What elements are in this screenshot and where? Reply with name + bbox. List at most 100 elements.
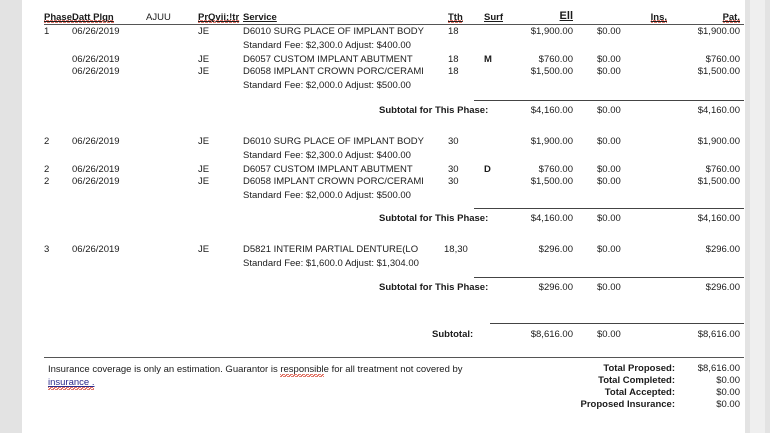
cell-provider: JE	[198, 164, 210, 175]
phase-subtotal-label: Subtotal for This Phase:	[379, 105, 489, 116]
cell-estimate: $760.00	[538, 164, 573, 175]
cell-surface: D	[484, 164, 491, 175]
row-fee-note: Standard Fee: $2,300.0 Adjust: $400.00	[243, 40, 411, 51]
total-proposed-value: $8,616.00	[697, 363, 740, 374]
column-header-patient: Pat.	[722, 12, 740, 23]
cell-provider: JE	[198, 176, 210, 187]
cell-tooth: 18,30	[444, 244, 468, 255]
header-divider-rule	[44, 24, 744, 25]
cell-tooth: 18	[448, 66, 459, 77]
column-header-ada: AJUU	[146, 12, 171, 23]
column-header-date: Datt Plgn	[72, 12, 114, 23]
column-header-provider: PrQvii;!tr	[198, 12, 240, 23]
cell-service: D6058 IMPLANT CROWN PORC/CERAMI	[243, 66, 424, 77]
phase-subtotal-patient: $4,160.00	[697, 105, 740, 116]
cell-service: D5821 INTERIM PARTIAL DENTURE(LO	[243, 244, 419, 255]
subtotal-rule	[474, 208, 744, 209]
cell-estimate: $1,500.00	[530, 66, 573, 77]
phase-subtotal-estimate: $4,160.00	[530, 105, 573, 116]
cell-surface: M	[484, 54, 492, 65]
grand-subtotal-patient: $8,616.00	[697, 329, 740, 340]
estimate-page: Phase Datt Plgn AJUU PrQvii;!tr Service …	[22, 0, 745, 433]
cell-tooth: 30	[448, 176, 459, 187]
grand-subtotal-rule	[490, 323, 744, 324]
phase-subtotal-patient: $296.00	[705, 282, 740, 293]
phase-subtotal-label: Subtotal for This Phase:	[379, 213, 489, 224]
phase-subtotal-insurance: $0.00	[597, 105, 621, 116]
phase-subtotal-estimate: $296.00	[538, 282, 573, 293]
proposed-insurance-label: Proposed Insurance:	[580, 399, 676, 410]
cell-patient: $1,500.00	[697, 66, 740, 77]
cell-provider: JE	[198, 136, 210, 147]
column-header-surface: Surf	[484, 12, 503, 23]
cell-phase: 2	[44, 176, 50, 187]
cell-phase: 2	[44, 136, 50, 147]
cell-patient: $296.00	[705, 244, 740, 255]
row-fee-note: Standard Fee: $1,600.0 Adjust: $1,304.00	[243, 258, 419, 269]
cell-phase: 3	[44, 244, 50, 255]
total-proposed-label: Total Proposed:	[603, 363, 675, 374]
cell-insurance: $0.00	[597, 176, 621, 187]
cell-date: 06/26/2019	[72, 136, 120, 147]
phase-subtotal-insurance: $0.00	[597, 282, 621, 293]
cell-service: D6010 SURG PLACE OF IMPLANT BODY	[243, 26, 424, 37]
subtotal-rule	[474, 277, 744, 278]
row-fee-note: Standard Fee: $2,000.0 Adjust: $500.00	[243, 80, 411, 91]
disclaimer-block: Insurance coverage is only an estimation…	[48, 363, 508, 390]
cell-date: 06/26/2019	[72, 26, 120, 37]
cell-insurance: $0.00	[597, 164, 621, 175]
cell-phase: 2	[44, 164, 50, 175]
cell-provider: JE	[198, 244, 210, 255]
total-completed-label: Total Completed:	[598, 375, 675, 386]
cell-service: D6058 IMPLANT CROWN PORC/CERAMI	[243, 176, 424, 187]
page-gutter-left	[0, 0, 22, 433]
cell-provider: JE	[198, 54, 210, 65]
cell-patient: $1,900.00	[697, 136, 740, 147]
subtotal-rule	[474, 100, 744, 101]
cell-date: 06/26/2019	[72, 176, 120, 187]
disclaimer-insurance-link[interactable]: insurance .	[48, 377, 95, 390]
cell-patient: $760.00	[705, 54, 740, 65]
cell-provider: JE	[198, 66, 210, 77]
cell-date: 06/26/2019	[72, 164, 120, 175]
cell-tooth: 18	[448, 54, 459, 65]
cell-insurance: $0.00	[597, 66, 621, 77]
cell-tooth: 30	[448, 136, 459, 147]
row-fee-note: Standard Fee: $2,000.0 Adjust: $500.00	[243, 190, 411, 201]
cell-estimate: $1,500.00	[530, 176, 573, 187]
cell-tooth: 18	[448, 26, 459, 37]
cell-date: 06/26/2019	[72, 66, 120, 77]
column-header-estimate: Ell	[559, 10, 573, 22]
proposed-insurance-value: $0.00	[716, 399, 740, 410]
grand-subtotal-insurance: $0.00	[597, 329, 621, 340]
cell-patient: $1,500.00	[697, 176, 740, 187]
row-fee-note: Standard Fee: $2,300.0 Adjust: $400.00	[243, 150, 411, 161]
cell-service: D6057 CUSTOM IMPLANT ABUTMENT	[243, 54, 413, 65]
disclaimer-misspelled-word: responsibl	[280, 364, 324, 377]
cell-date: 06/26/2019	[72, 244, 120, 255]
cell-estimate: $760.00	[538, 54, 573, 65]
column-header-service: Service	[243, 12, 277, 23]
cell-tooth: 30	[448, 164, 459, 175]
cell-date: 06/26/2019	[72, 54, 120, 65]
cell-service: D6057 CUSTOM IMPLANT ABUTMENT	[243, 164, 413, 175]
cell-estimate: $1,900.00	[530, 136, 573, 147]
phase-subtotal-label: Subtotal for This Phase:	[379, 282, 489, 293]
cell-patient: $1,900.00	[697, 26, 740, 37]
column-header-insurance: Ins.	[650, 12, 667, 23]
cell-patient: $760.00	[705, 164, 740, 175]
phase-subtotal-insurance: $0.00	[597, 213, 621, 224]
disclaimer-text-part2: e for all treatment not covered by	[323, 364, 463, 375]
footer-divider-rule	[44, 357, 744, 358]
total-accepted-label: Total Accepted:	[604, 387, 675, 398]
column-header-phase: Phase	[44, 12, 72, 23]
vertical-scrollbar[interactable]	[750, 0, 765, 433]
cell-phase: 1	[44, 26, 50, 37]
cell-service: D6010 SURG PLACE OF IMPLANT BODY	[243, 136, 424, 147]
cell-insurance: $0.00	[597, 26, 621, 37]
cell-provider: JE	[198, 26, 210, 37]
column-header-tooth: Tth	[448, 12, 463, 23]
cell-insurance: $0.00	[597, 244, 621, 255]
disclaimer-text-part1: Insurance coverage is only an estimation…	[48, 364, 281, 375]
